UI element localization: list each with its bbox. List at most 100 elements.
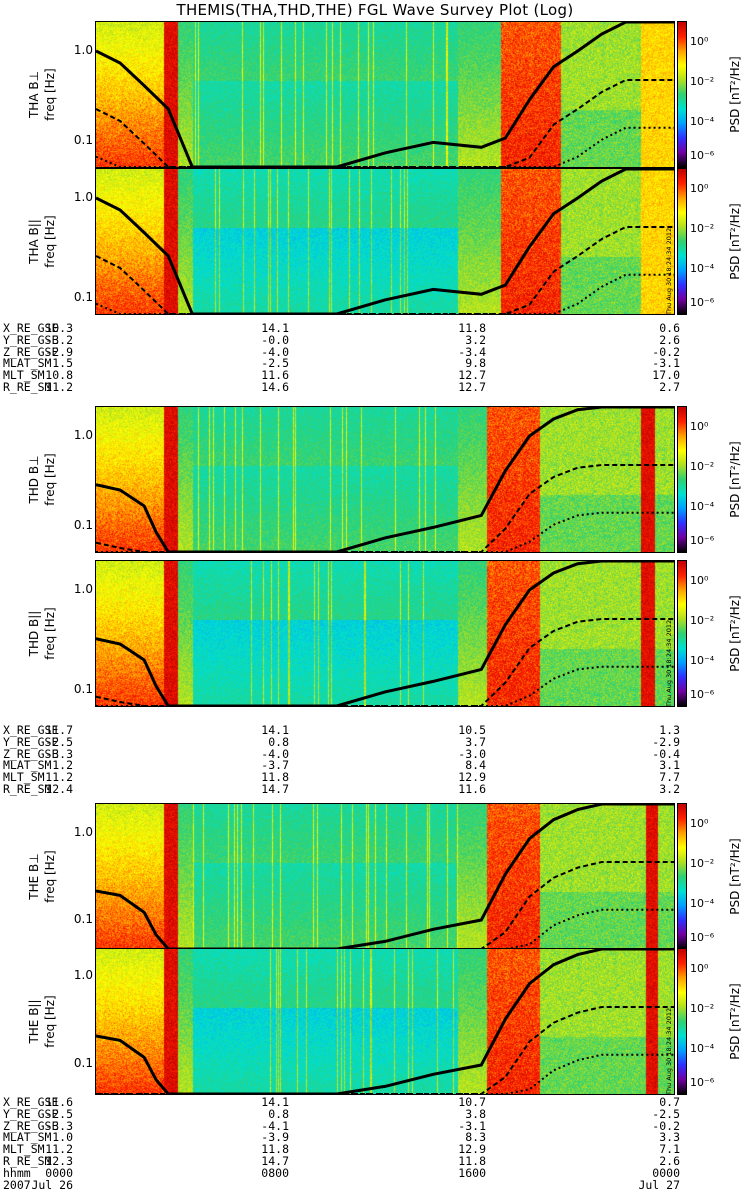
timestamp-stamp: Thu Aug 30 18:24:34 2012 <box>665 619 673 707</box>
spectrogram-image <box>96 949 674 1094</box>
characteristic-frequency-curves <box>96 561 674 706</box>
gyrofrequency-curve <box>96 949 674 1094</box>
spectrogram-tha-perp <box>95 21 675 168</box>
colorbar <box>677 406 687 553</box>
ephemeris-label: Y_RE_GSE <box>3 734 59 749</box>
ephemeris-row: Z_RE_GSE -3.3 -4.0 -3.0 -0.4 <box>3 746 743 761</box>
colorbar <box>677 560 687 707</box>
time-axis-label: 2007 <box>3 1177 31 1192</box>
colorbar-tick-label: 10⁻⁴ <box>690 115 715 128</box>
colorbar-tick-label: 10⁰ <box>690 35 709 48</box>
ephemeris-row: MLAT_SM 1.5 -2.5 9.8 -3.1 <box>3 358 743 370</box>
time-axis-row: hhmm 0000 0800 1600 0000 <box>3 1165 743 1180</box>
ephemeris-value: 1.2 <box>52 758 73 773</box>
ephemeris-row: Y_RE_GSE -3.2 -0.0 3.2 2.6 <box>3 332 743 347</box>
ephemeris-value: 10.7 <box>458 1095 486 1109</box>
ephemeris-value: 7.7 <box>659 770 680 785</box>
ephemeris-value: 0.7 <box>659 1095 680 1109</box>
o-plus-gyrofrequency-curve <box>96 79 674 167</box>
heavy-ion-gyrofrequency-curve <box>96 511 674 552</box>
ephemeris-label: MLAT_SM <box>3 1130 52 1145</box>
ephemeris-value: 3.2 <box>465 332 486 347</box>
ephemeris-value: 10.3 <box>45 321 73 335</box>
ephemeris-value: 0.8 <box>268 734 289 749</box>
ephemeris-row: R_RE_SM 12.3 14.7 11.8 2.6 <box>3 1153 743 1168</box>
colorbar-tick-label: 10⁻⁶ <box>690 149 715 162</box>
colorbar-tick-label: 10⁻⁴ <box>690 897 715 910</box>
colorbar-label: PSD [nT²/Hz] <box>728 441 742 518</box>
colorbar-tick-label: 10⁻⁴ <box>690 654 715 667</box>
colorbar-tick-label: 10⁻⁶ <box>690 688 715 701</box>
ephemeris-label: Y_RE_GSE <box>3 1106 59 1121</box>
ephemeris-table-thd: X_RE_GSE 11.7 14.1 10.5 1.3 Y_RE_GSE -2.5 0.8 3.… <box>3 723 743 796</box>
colorbar-label: PSD [nT²/Hz] <box>728 983 742 1060</box>
ephemeris-value: 11.2 <box>45 1142 73 1157</box>
ephemeris-row: MLAT_SM 1.0 -3.9 8.3 3.3 <box>3 1132 743 1144</box>
colorbar-tick-label: 10⁰ <box>690 817 709 830</box>
ephemeris-label: Z_RE_GSE <box>3 1118 59 1133</box>
ephemeris-row: MLT_SM 11.2 11.8 12.9 7.7 <box>3 770 743 785</box>
ephemeris-value: -3.2 <box>45 332 73 347</box>
ephemeris-value: 12.4 <box>45 781 73 796</box>
colorbar-tick-label: 10⁰ <box>690 962 709 975</box>
gyrofrequency-curve <box>96 804 674 949</box>
ephemeris-row: X_RE_GSE 11.6 14.1 10.7 0.7 <box>3 1095 743 1109</box>
ephemeris-row: Y_RE_GSE -2.5 0.8 3.7 -2.9 <box>3 734 743 749</box>
colorbar <box>677 21 687 168</box>
colorbar-tick-label: 10⁻⁴ <box>690 262 715 275</box>
ephemeris-value: 12.7 <box>458 379 486 394</box>
y-tick-label: 1.0 <box>73 190 93 204</box>
ephemeris-value: -3.3 <box>45 1118 73 1133</box>
colorbar <box>677 948 687 1095</box>
ephemeris-value: 11.2 <box>45 379 73 394</box>
ephemeris-value: -3.4 <box>458 344 486 359</box>
ephemeris-label: X_RE_GSE <box>3 723 59 737</box>
y-tick-label: 0.1 <box>73 1056 93 1070</box>
ephemeris-label: R_RE_SM <box>3 1153 52 1168</box>
ephemeris-label: MLAT_SM <box>3 758 52 773</box>
ephemeris-value: -0.2 <box>652 344 680 359</box>
colorbar-tick-label: 10⁻⁶ <box>690 296 715 309</box>
time-tick-label: Jul 26 <box>31 1177 73 1192</box>
y-tick-label: 1.0 <box>73 825 93 839</box>
ephemeris-value: 10.8 <box>45 368 73 383</box>
heavy-ion-gyrofrequency-curve <box>96 665 674 706</box>
ephemeris-value: 11.8 <box>261 1142 289 1157</box>
ephemeris-value: -3.1 <box>458 1118 486 1133</box>
ephemeris-value: -3.1 <box>652 356 680 371</box>
plot-title: THEMIS(THA,THD,THE) FGL Wave Survey Plot… <box>176 1 574 19</box>
colorbar <box>677 168 687 315</box>
o-plus-gyrofrequency-curve <box>96 1006 674 1094</box>
spectrogram-image <box>96 407 674 552</box>
ephemeris-row: MLT_SM 10.8 11.6 12.7 17.0 <box>3 368 743 383</box>
colorbar-tick-label: 10⁻² <box>690 857 715 870</box>
ephemeris-label: MLT_SM <box>3 1142 45 1157</box>
ephemeris-value: 11.8 <box>458 1153 486 1168</box>
spectrogram-tha-par <box>95 168 675 315</box>
ephemeris-value: -3.9 <box>261 1130 289 1145</box>
ephemeris-label: R_RE_SM <box>3 781 52 796</box>
ephemeris-row: MLAT_SM 1.2 -3.7 8.4 3.1 <box>3 760 743 772</box>
y-tick-label: 0.1 <box>73 133 93 147</box>
ephemeris-value: -3.7 <box>261 758 289 773</box>
ephemeris-value: 1.5 <box>52 356 73 371</box>
ephemeris-row: R_RE_SM 11.2 14.6 12.7 2.7 <box>3 379 743 394</box>
ephemeris-value: 3.8 <box>465 1106 486 1121</box>
spectrogram-the-perp <box>95 803 675 950</box>
ephemeris-value: 3.7 <box>465 734 486 749</box>
ephemeris-value: -4.0 <box>261 746 289 761</box>
ephemeris-row: Z_RE_GSE -3.3 -4.1 -3.1 -0.2 <box>3 1118 743 1133</box>
colorbar-tick-label: 10⁻² <box>690 222 715 235</box>
ephemeris-value: -0.0 <box>261 332 289 347</box>
ephemeris-value: 1.3 <box>659 723 680 737</box>
ephemeris-value: 14.6 <box>261 379 289 394</box>
timestamp-stamp: Thu Aug 30 18:24:34 2012 <box>665 1007 673 1095</box>
ephemeris-label: X_RE_GSE <box>3 1095 59 1109</box>
characteristic-frequency-curves <box>96 22 674 167</box>
gyrofrequency-curve <box>96 22 674 167</box>
ephemeris-value: 11.6 <box>45 1095 73 1109</box>
heavy-ion-gyrofrequency-curve <box>96 908 674 949</box>
spectrogram-image <box>96 561 674 706</box>
y-tick-label: 0.1 <box>73 290 93 304</box>
time-axis-label: hhmm <box>3 1165 31 1180</box>
